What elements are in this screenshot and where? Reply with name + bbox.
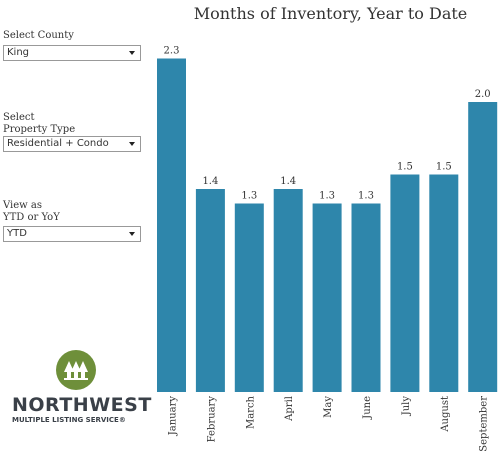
x-tick-label-may: May xyxy=(323,396,334,418)
data-label-january: 2.3 xyxy=(164,46,180,57)
property-type-select-value: Residential + Condo xyxy=(7,138,109,149)
x-tick-label-july: July xyxy=(401,396,412,417)
dropdown-caret-icon xyxy=(129,232,135,236)
bar-march[interactable] xyxy=(234,203,264,393)
bar-april[interactable] xyxy=(273,189,303,392)
county-select[interactable]: King xyxy=(3,45,141,61)
bar-july[interactable] xyxy=(390,174,420,393)
bar-may[interactable] xyxy=(312,203,342,393)
county-select-value: King xyxy=(7,47,30,58)
bar-june[interactable] xyxy=(351,203,381,393)
data-label-february: 1.4 xyxy=(202,176,218,187)
bar-september[interactable] xyxy=(468,102,498,392)
x-tick-label-september: September xyxy=(479,396,490,452)
data-label-march: 1.3 xyxy=(241,191,257,202)
x-tick-label-march: March xyxy=(245,395,256,429)
data-label-september: 2.0 xyxy=(475,89,491,100)
view-as-label-line1: View as xyxy=(3,200,42,211)
property-type-label-line2: Property Type xyxy=(3,124,76,135)
view-as-label-line2: YTD or YoY xyxy=(3,212,60,223)
northwest-mls-logo-icon xyxy=(56,350,96,390)
data-label-june: 1.3 xyxy=(358,191,374,202)
x-tick-label-february: February xyxy=(206,396,217,443)
data-label-july: 1.5 xyxy=(397,162,413,173)
data-label-august: 1.5 xyxy=(436,162,452,173)
x-tick-label-august: August xyxy=(440,396,451,433)
dropdown-caret-icon xyxy=(129,142,135,146)
property-type-label-line1: Select xyxy=(3,112,35,123)
view-as-select[interactable]: YTD xyxy=(3,226,141,242)
view-as-select-value: YTD xyxy=(7,228,27,239)
bar-february[interactable] xyxy=(195,189,225,392)
brand-subtitle: MULTIPLE LISTING SERVICE® xyxy=(12,416,126,424)
x-tick-label-june: June xyxy=(362,396,373,420)
x-tick-label-april: April xyxy=(284,396,295,422)
x-tick-label-january: January xyxy=(168,396,179,437)
dropdown-caret-icon xyxy=(129,51,135,55)
county-filter-label: Select County xyxy=(3,30,74,41)
data-label-may: 1.3 xyxy=(319,191,335,202)
brand-name: NORTHWEST xyxy=(12,394,152,416)
chart-title: Months of Inventory, Year to Date xyxy=(193,4,468,23)
bar-january[interactable] xyxy=(157,58,186,393)
bar-august[interactable] xyxy=(429,174,459,393)
data-label-april: 1.4 xyxy=(280,176,296,187)
property-type-select[interactable]: Residential + Condo xyxy=(3,136,141,152)
